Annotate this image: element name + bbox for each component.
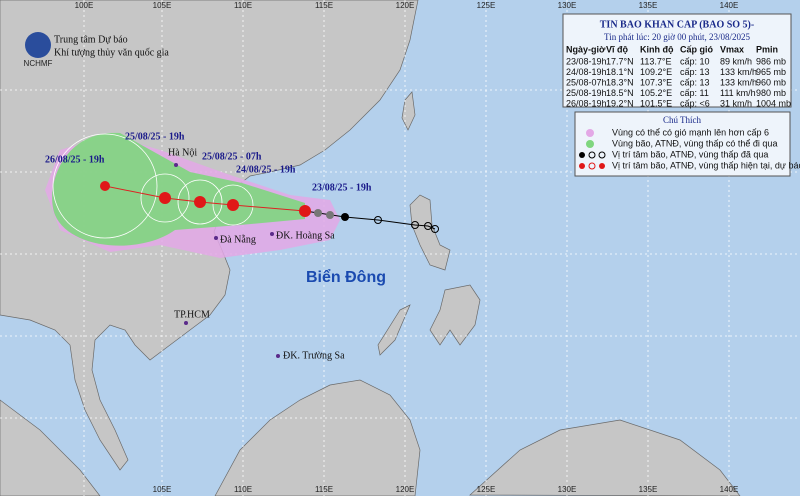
bulletin-box: TIN BAO KHAN CAP (BAO SO 5)- Tin phát lú… bbox=[562, 13, 792, 108]
past-track bbox=[304, 210, 436, 230]
wind-circles bbox=[52, 133, 254, 239]
logo-line: Khí tượng thủy văn quốc gia bbox=[54, 47, 169, 58]
legend-title: Chú Thích bbox=[663, 115, 702, 125]
place-label: Đà Nẵng bbox=[220, 234, 256, 245]
table-cell: 133 km/h bbox=[720, 67, 757, 77]
place-label: ĐK. Trường Sa bbox=[283, 350, 345, 361]
legend-box: Chú Thích bbox=[574, 111, 791, 177]
table-cell: 17.7°N bbox=[606, 56, 634, 66]
axis-label: 135E bbox=[639, 485, 658, 494]
axis-label: 105E bbox=[153, 1, 172, 10]
logo: NCHMF Trung tâm Dự báo Khí tượng thủy vă… bbox=[24, 32, 169, 68]
table-cell: 18.3°N bbox=[606, 77, 634, 87]
logo-abbr: NCHMF bbox=[24, 59, 53, 68]
table-cell: 980 mb bbox=[756, 88, 786, 98]
table-cell: 31 km/h bbox=[720, 98, 752, 108]
table-cell: 960 mb bbox=[756, 77, 786, 87]
axis-label: 115E bbox=[315, 485, 333, 494]
axis-label: 125E bbox=[477, 485, 496, 494]
legend-item: Vùng bão, ATNĐ, vùng thấp có thể đi qua bbox=[612, 138, 777, 148]
table-cell: 105.2°E bbox=[640, 88, 672, 98]
track-label: 25/08/25 - 07h bbox=[202, 151, 262, 162]
table-cell: cấp: 11 bbox=[680, 88, 709, 98]
table-header: Pmin bbox=[756, 44, 778, 54]
table-cell: 23/08-19h bbox=[566, 56, 607, 66]
table-cell: 89 km/h bbox=[720, 56, 752, 66]
table-header: Cấp gió bbox=[680, 44, 714, 54]
table-header: Ngày-giờ bbox=[566, 44, 606, 54]
axis-label: 125E bbox=[477, 1, 496, 10]
axis-label: 140E bbox=[720, 485, 739, 494]
table-cell: 25/08-07h bbox=[566, 77, 607, 87]
table-header: Vĩ độ bbox=[606, 44, 629, 54]
bulletin-title: TIN BAO KHAN CAP (BAO SO 5)- bbox=[600, 19, 754, 30]
place-dots bbox=[174, 163, 280, 358]
legend-item: Vị trí tâm bão, ATNĐ, vùng thấp đã qua bbox=[612, 149, 768, 159]
table-cell: 107.3°E bbox=[640, 77, 672, 87]
bulletin-bg bbox=[562, 13, 792, 108]
table-cell: 133 km/h bbox=[720, 77, 757, 87]
past-positions bbox=[314, 209, 439, 233]
table-cell: cấp: 13 bbox=[680, 77, 710, 87]
axis-label: 130E bbox=[558, 1, 577, 10]
track-label: 24/08/25 - 19h bbox=[236, 164, 296, 175]
forecast-positions bbox=[100, 181, 311, 217]
legend-item: Vùng có thể có gió mạnh lên hơn cấp 6 bbox=[612, 127, 769, 137]
axis-label: 110E bbox=[234, 1, 252, 10]
table-cell: 24/08-19h bbox=[566, 67, 607, 77]
table-cell: cấp: 13 bbox=[680, 67, 710, 77]
axis-label: 120E bbox=[396, 485, 415, 494]
table-header: Vmax bbox=[720, 44, 744, 54]
axis-label: 130E bbox=[558, 485, 577, 494]
axis-label: 105E bbox=[153, 485, 172, 494]
legend-bg bbox=[574, 111, 791, 177]
sea-label: Biển Đông bbox=[306, 268, 386, 286]
table-cell: 986 mb bbox=[756, 56, 786, 66]
place-label: Hà Nội bbox=[168, 147, 197, 158]
table-cell: 19.2°N bbox=[606, 98, 634, 108]
track-label: 26/08/25 - 19h bbox=[45, 154, 105, 165]
table-cell: 18.1°N bbox=[606, 67, 634, 77]
axis-label: 120E bbox=[396, 1, 415, 10]
table-header: Kinh độ bbox=[640, 44, 674, 54]
axis-label: 135E bbox=[639, 1, 658, 10]
table-cell: 1004 mb bbox=[756, 98, 791, 108]
table-cell: 18.5°N bbox=[606, 88, 634, 98]
table-cell: 101.5°E bbox=[640, 98, 672, 108]
axis-label: 140E bbox=[720, 1, 739, 10]
place-label: ĐK. Hoàng Sa bbox=[276, 230, 335, 241]
bulletin-issued: Tin phát lúc: 20 giờ 00 phút, 23/08/2025 bbox=[604, 32, 750, 42]
storm-cone bbox=[52, 132, 305, 246]
table-cell: 965 mb bbox=[756, 67, 786, 77]
table-cell: 109.2°E bbox=[640, 67, 672, 77]
axis-label: 100E bbox=[75, 1, 94, 10]
legend-item: Vị trí tâm bão, ATNĐ, vùng thấp hiện tại… bbox=[612, 160, 800, 170]
table-cell: 113.7°E bbox=[640, 56, 671, 66]
table-cell: 111 km/h bbox=[720, 88, 756, 98]
axis-label: 115E bbox=[315, 1, 333, 10]
table-cell: 25/08-19h bbox=[566, 88, 607, 98]
axis-label: 110E bbox=[234, 485, 252, 494]
table-cell: cấp: 10 bbox=[680, 56, 710, 66]
logo-line: Trung tâm Dự báo bbox=[54, 34, 128, 45]
table-cell: cấp: <6 bbox=[680, 98, 710, 108]
table-cell: 26/08-19h bbox=[566, 98, 607, 108]
track-label: 25/08/25 - 19h bbox=[125, 131, 185, 142]
track-label: 23/08/25 - 19h bbox=[312, 182, 372, 193]
place-label: TP.HCM bbox=[174, 309, 210, 320]
